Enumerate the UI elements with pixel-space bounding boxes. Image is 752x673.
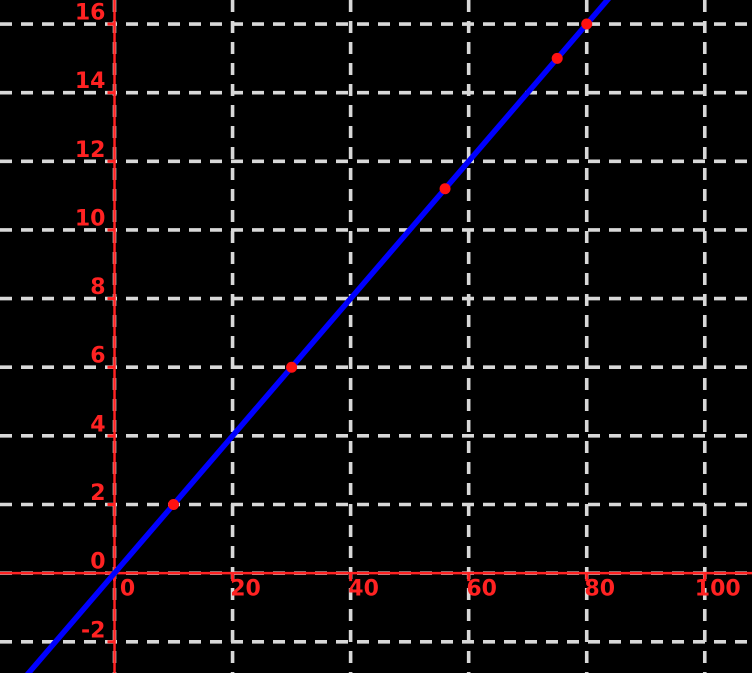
y-tick-label: 2: [90, 481, 105, 506]
tick-marks: [107, 22, 707, 644]
data-point: [168, 498, 180, 510]
y-tick-label: -2: [81, 618, 105, 643]
x-tick-label: 0: [120, 577, 135, 602]
data-point: [581, 18, 593, 30]
y-tick-label: 8: [90, 275, 105, 300]
y-tick-label: 10: [75, 206, 106, 231]
y-tick-label: 4: [90, 412, 105, 437]
y-tick-label: 14: [75, 69, 106, 94]
y-tick-label: 0: [90, 550, 105, 575]
x-tick-label: 20: [230, 577, 261, 602]
data-point: [551, 52, 563, 64]
y-tick-label: 16: [75, 1, 106, 26]
y-tick-label: 12: [75, 138, 106, 163]
data-point: [439, 183, 451, 195]
data-points: [168, 18, 593, 510]
x-tick-label: 60: [466, 577, 497, 602]
x-tick-label: 40: [348, 577, 379, 602]
data-point: [286, 361, 298, 373]
x-tick-label: 80: [584, 577, 615, 602]
y-tick-label: 6: [90, 344, 105, 369]
x-tick-label: 100: [695, 577, 741, 602]
tick-labels: 0 20 40 60 80 100 -2 0 2 4 6 8 10 12 14 16: [75, 1, 741, 644]
